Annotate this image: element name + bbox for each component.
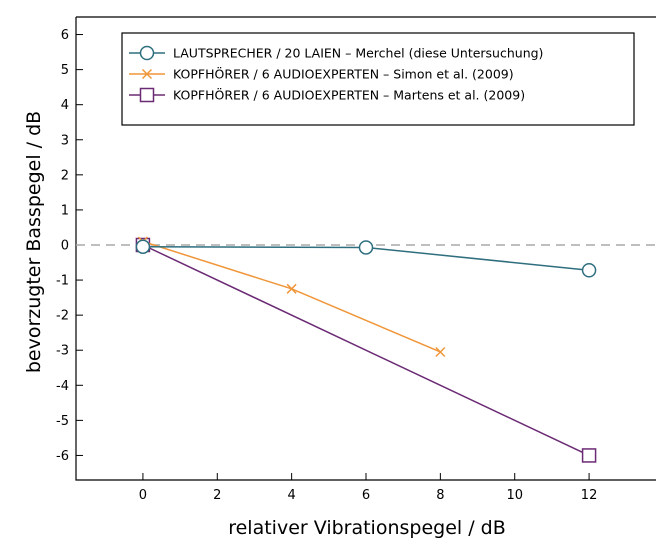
- x-tick-label: 4: [288, 488, 296, 503]
- series-line-2: [142, 240, 441, 353]
- y-tick-label: -4: [56, 379, 69, 394]
- y-tick-label: -6: [56, 449, 69, 464]
- y-tick-label: 3: [61, 133, 69, 148]
- y-tick-label: 1: [61, 203, 69, 218]
- y-tick-label: -3: [56, 344, 69, 359]
- legend-label-1: LAUTSPRECHER / 20 LAIEN – Merchel (diese…: [173, 46, 543, 61]
- y-tick-label: 4: [61, 98, 69, 113]
- plot-frame: [75, 16, 656, 481]
- x-tick-label: 8: [436, 488, 444, 503]
- y-tick-label: -2: [56, 309, 69, 324]
- legend-label-3: KOPFHÖRER / 6 AUDIOEXPERTEN – Martens et…: [173, 87, 525, 103]
- legend-marker-3: [139, 87, 155, 103]
- legend-marker-2: [141, 68, 153, 80]
- legend-box: [121, 32, 635, 126]
- data-point-series-1: [581, 262, 597, 278]
- x-axis-title: relativer Vibrationspegel / dB: [228, 517, 506, 539]
- x-tick-label: 12: [581, 488, 598, 503]
- y-tick-label: -1: [56, 274, 69, 289]
- series-line-3: [142, 244, 590, 457]
- data-point-series-1: [358, 240, 374, 255]
- data-point-series-2: [286, 283, 297, 294]
- data-point-series-2: [435, 346, 446, 358]
- legend-marker-1: [139, 45, 155, 61]
- x-tick-label: 2: [213, 488, 221, 503]
- legend: LAUTSPRECHER / 20 LAIEN – Merchel (diese…: [121, 32, 635, 126]
- data-point-series-3: [581, 448, 597, 463]
- x-tick-label: 10: [506, 488, 523, 503]
- y-tick-label: -5: [56, 414, 69, 429]
- y-tick-label: 0: [61, 238, 69, 253]
- y-tick-label: 5: [61, 63, 69, 78]
- y-axis-title: bevorzugter Basspegel / dB: [23, 111, 45, 373]
- legend-label-2: KOPFHÖRER / 6 AUDIOEXPERTEN – Simon et a…: [173, 66, 514, 82]
- data-point-series-1: [135, 239, 151, 254]
- x-tick-label: 6: [362, 488, 370, 503]
- y-tick-label: 6: [61, 28, 69, 43]
- y-tick-label: 2: [61, 168, 69, 183]
- x-tick-label: 0: [139, 488, 147, 503]
